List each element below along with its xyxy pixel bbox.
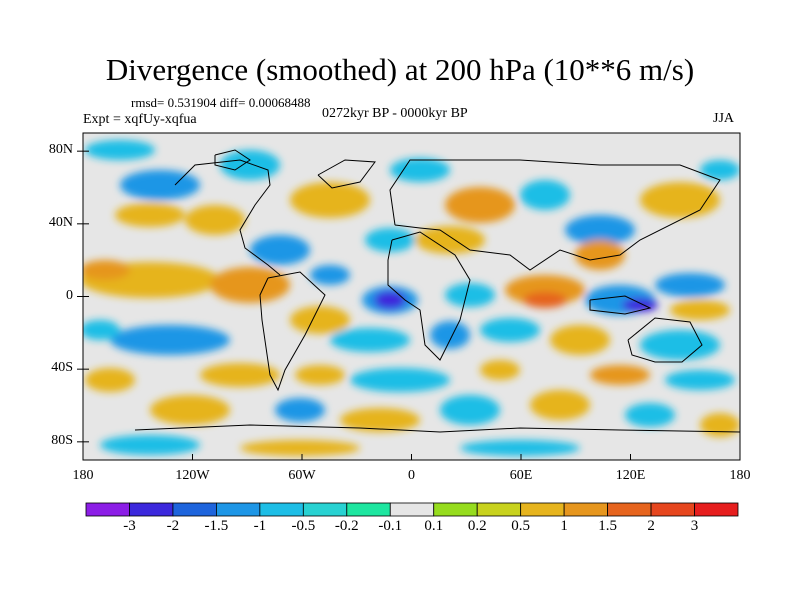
lat-label: 80N xyxy=(48,142,73,158)
colorbar-swatch xyxy=(389,502,435,517)
lon-label: 60W xyxy=(288,468,316,483)
colorbar-tick-label: 1.5 xyxy=(598,518,617,534)
colorbar-swatch xyxy=(476,502,522,517)
lat-label: 80S xyxy=(51,432,73,448)
period-label: 0272kyr BP - 0000kyr BP xyxy=(322,106,468,121)
colorbar-tick-label: -3 xyxy=(123,518,136,534)
colorbar-tick-label: 2 xyxy=(647,518,655,534)
colorbar-tick-label: 0.2 xyxy=(467,518,487,534)
colorbar xyxy=(85,502,739,517)
lon-label: 60E xyxy=(509,468,533,483)
lon-label: 180 xyxy=(72,468,94,483)
coastlines xyxy=(134,149,740,433)
lat-label: 40S xyxy=(51,360,73,376)
season-label: JJA xyxy=(713,111,735,126)
colorbar-tick-label: 0.1 xyxy=(424,518,444,534)
colorbar-swatch xyxy=(85,502,130,517)
colorbar-swatch xyxy=(302,502,348,517)
colorbar-tick-label: 0.5 xyxy=(511,518,531,534)
colorbar-swatch xyxy=(650,502,695,517)
colorbar-swatch xyxy=(563,502,609,517)
colorbar-swatch xyxy=(259,502,304,517)
colorbar-tick-label: 1 xyxy=(560,518,568,534)
colorbar-tick-label: -0.1 xyxy=(378,518,403,534)
colorbar-swatch xyxy=(172,502,217,517)
colorbar-tick-label: -1.5 xyxy=(204,518,229,534)
lat-label: 0 xyxy=(66,287,73,303)
colorbar-swatch xyxy=(433,502,478,517)
colorbar-swatch xyxy=(346,502,391,517)
colorbar-tick-label: -2 xyxy=(166,518,180,534)
colorbar-tick-label: -0.2 xyxy=(334,518,359,534)
experiment-label: Expt = xqfUy-xqfua xyxy=(83,112,197,127)
colorbar-swatch xyxy=(607,502,652,517)
lat-label: 40N xyxy=(48,214,73,230)
lon-label: 120E xyxy=(615,468,646,483)
colorbar-swatch xyxy=(520,502,565,517)
divergence-field xyxy=(83,133,740,460)
contour-blobs xyxy=(83,140,740,456)
colorbar-tick-label: -0.5 xyxy=(291,518,316,534)
chart-title: Divergence (smoothed) at 200 hPa (10**6 … xyxy=(105,52,695,87)
colorbar-tick-label: -1 xyxy=(253,518,267,534)
colorbar-tick-label: 3 xyxy=(690,518,699,534)
colorbar-swatch xyxy=(694,502,739,517)
lon-label: 120W xyxy=(175,468,210,483)
lon-label: 0 xyxy=(408,468,415,483)
lon-label: 180 xyxy=(729,468,751,483)
colorbar-swatch xyxy=(215,502,261,517)
rmsd-diff-stats: rmsd= 0.531904 diff= 0.00068488 xyxy=(131,95,311,110)
colorbar-swatch xyxy=(129,502,174,517)
axis-ticks xyxy=(77,150,741,460)
